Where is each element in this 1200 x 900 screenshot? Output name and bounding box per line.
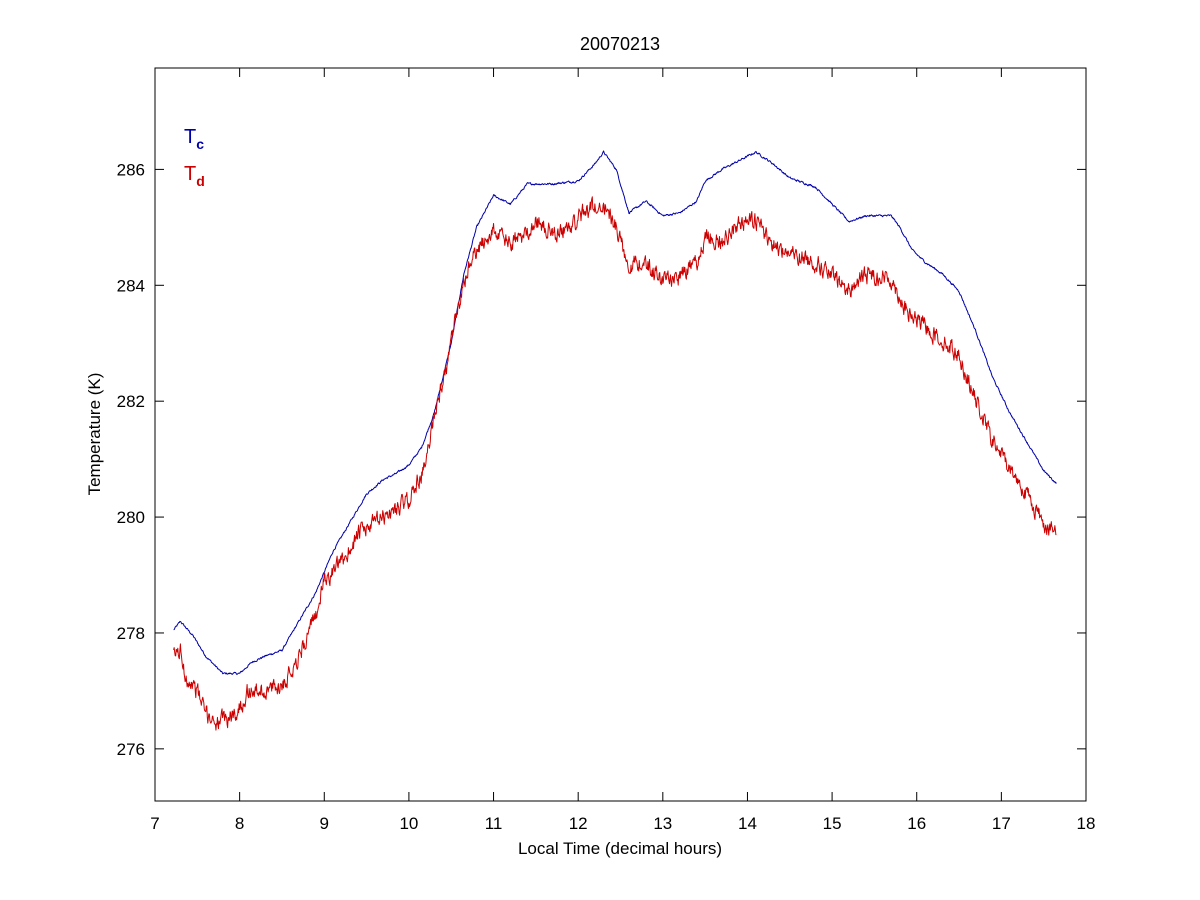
legend-entry-td: Td (184, 163, 205, 189)
x-tick-label: 14 (738, 814, 757, 833)
y-tick-label: 276 (117, 740, 145, 759)
y-tick-label: 280 (117, 508, 145, 527)
series-layer (173, 150, 1057, 731)
x-tick-label: 16 (907, 814, 926, 833)
x-tick-label: 8 (235, 814, 244, 833)
y-tick-label: 284 (117, 276, 145, 295)
x-tick-label: 13 (653, 814, 672, 833)
y-tick-label: 278 (117, 624, 145, 643)
series-line-tc (173, 150, 1057, 675)
series-line-td (173, 196, 1057, 731)
x-tick-label: 15 (823, 814, 842, 833)
x-tick-label: 18 (1077, 814, 1096, 833)
legend-entry-tc: Tc (184, 126, 204, 152)
y-tick-label: 286 (117, 160, 145, 179)
plot-frame (154, 67, 1087, 802)
legend: Tc Td (184, 126, 205, 189)
chart-title: 20070213 (580, 34, 660, 54)
legend-td-main: T (184, 163, 196, 185)
y-axis-label: Temperature (K) (85, 373, 104, 496)
legend-td-sub: d (196, 173, 205, 189)
x-tick-label: 10 (399, 814, 418, 833)
x-tick-label: 7 (150, 814, 159, 833)
legend-tc-sub: c (196, 136, 204, 152)
legend-tc-main: T (184, 126, 196, 148)
x-tick-label: 11 (485, 814, 503, 833)
y-tick-label: 282 (117, 392, 145, 411)
ticks-layer: 7 8 9 10 11 12 13 14 15 16 17 18 276 278 280 282 284 286 (117, 68, 1096, 833)
x-tick-label: 12 (569, 814, 588, 833)
x-tick-label: 9 (320, 814, 329, 833)
x-tick-label: 17 (992, 814, 1011, 833)
x-axis-label: Local Time (decimal hours) (518, 839, 722, 858)
